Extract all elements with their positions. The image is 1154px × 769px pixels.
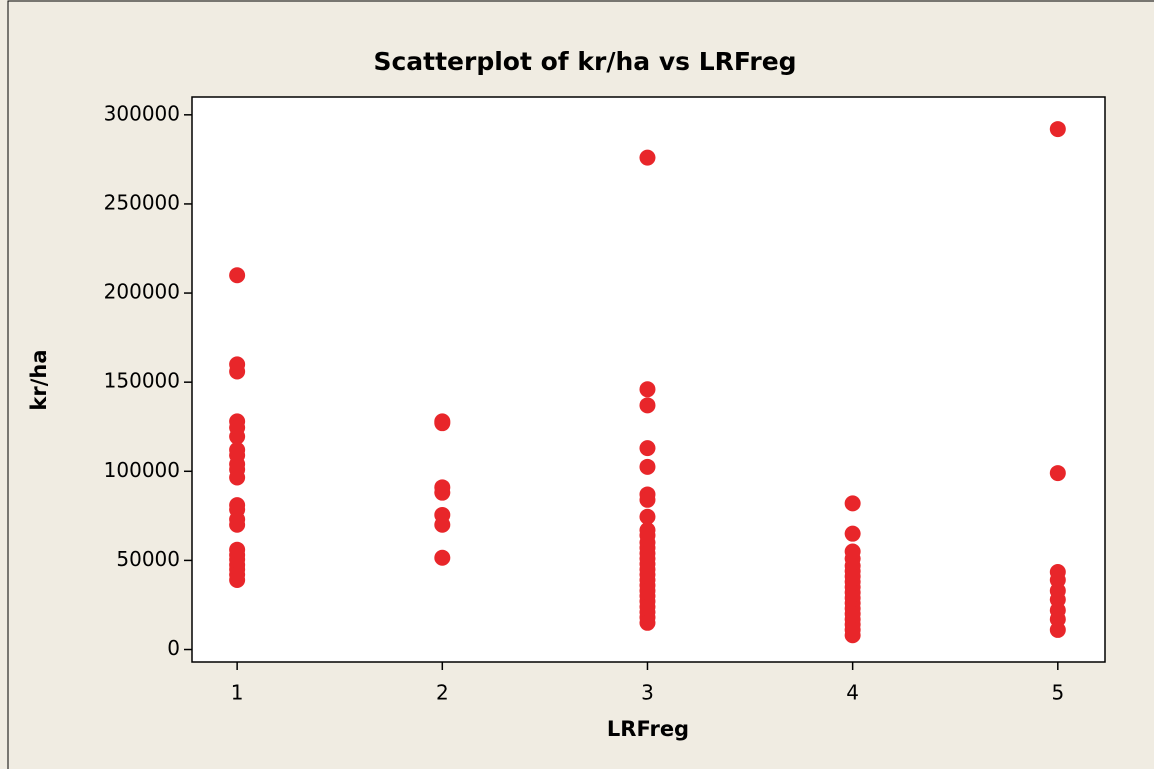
x-axis-label: LRFreg [607, 717, 689, 741]
point [639, 149, 656, 166]
point [229, 516, 246, 533]
y-tick-label: 0 [167, 636, 180, 660]
x-tick-label: 2 [436, 681, 449, 705]
x-tick-label: 5 [1051, 681, 1064, 705]
y-tick-label: 250000 [104, 190, 180, 214]
point [639, 508, 656, 525]
point [639, 440, 656, 457]
point [229, 267, 246, 284]
point [229, 363, 246, 380]
chart-title: Scatterplot of kr/ha vs LRFreg [373, 47, 796, 76]
point [229, 469, 246, 486]
point [434, 549, 451, 566]
point [1049, 621, 1066, 638]
point [434, 516, 451, 533]
point [639, 397, 656, 414]
y-tick-label: 150000 [104, 369, 180, 393]
point [434, 484, 451, 501]
x-tick-label: 1 [231, 681, 244, 705]
y-tick-label: 200000 [104, 280, 180, 304]
y-tick-label: 50000 [116, 547, 180, 571]
point [844, 525, 861, 542]
x-tick-label: 3 [641, 681, 654, 705]
point [639, 381, 656, 398]
point [1049, 465, 1066, 482]
y-tick-label: 100000 [104, 458, 180, 482]
point [434, 415, 451, 432]
y-axis-label: kr/ha [27, 349, 51, 410]
point [639, 458, 656, 475]
point [639, 491, 656, 508]
point [844, 627, 861, 644]
point [844, 495, 861, 512]
x-tick-label: 4 [846, 681, 859, 705]
point [1049, 121, 1066, 138]
y-tick-label: 300000 [104, 101, 180, 125]
chart-frame [7, 0, 1154, 769]
point [639, 614, 656, 631]
point [229, 572, 246, 589]
point [229, 428, 246, 445]
